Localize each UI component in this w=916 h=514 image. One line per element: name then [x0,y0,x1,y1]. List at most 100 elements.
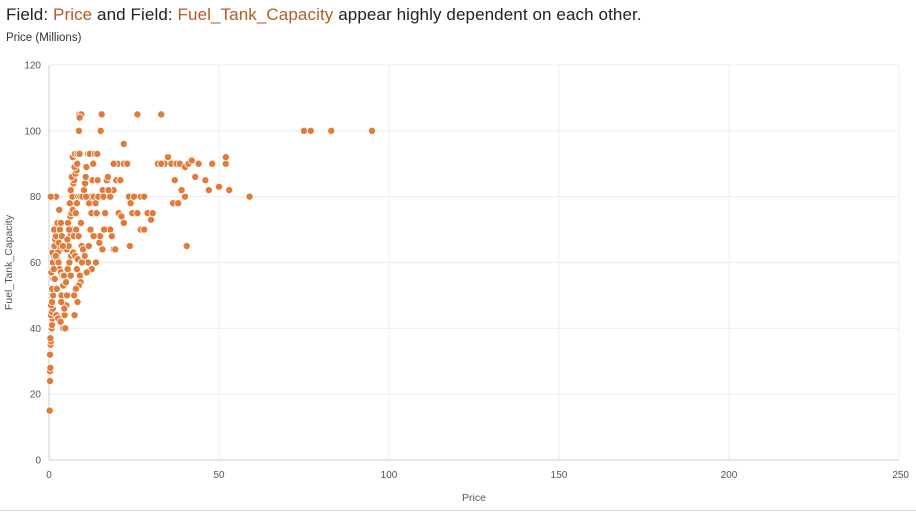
data-point[interactable] [367,126,376,135]
data-point[interactable] [221,159,230,168]
data-point[interactable] [93,176,102,185]
data-point[interactable] [191,172,200,181]
data-point[interactable] [111,245,120,254]
data-point[interactable] [65,225,74,234]
data-point[interactable] [82,163,91,172]
data-point[interactable] [116,176,125,185]
data-point[interactable] [92,209,101,218]
data-point[interactable] [91,258,100,267]
data-point[interactable] [97,110,106,119]
data-point[interactable] [225,186,234,195]
data-point[interactable] [73,297,82,306]
data-point[interactable] [82,268,91,277]
data-point[interactable] [65,258,74,267]
data-point[interactable] [75,271,84,280]
data-point[interactable] [55,205,64,214]
data-point[interactable] [182,242,191,251]
data-point[interactable] [46,376,55,385]
data-point[interactable] [72,225,81,234]
data-point[interactable] [60,304,69,313]
data-point[interactable] [72,265,81,274]
data-point[interactable] [177,186,186,195]
data-point[interactable] [95,238,104,247]
data-point[interactable] [84,242,93,251]
data-point[interactable] [103,172,112,181]
data-point[interactable] [63,265,72,274]
data-point[interactable] [125,242,134,251]
data-point[interactable] [214,182,223,191]
data-point[interactable] [123,159,132,168]
data-point[interactable] [46,363,55,372]
data-point[interactable] [327,126,336,135]
data-point[interactable] [49,291,58,300]
data-point[interactable] [72,199,81,208]
data-point[interactable] [221,153,230,162]
data-point[interactable] [75,149,84,158]
data-point[interactable] [48,321,57,330]
data-point[interactable] [81,172,90,181]
data-point[interactable] [140,225,149,234]
headline-field-fuel[interactable]: Fuel_Tank_Capacity [177,5,334,24]
data-point[interactable] [71,284,80,293]
data-point[interactable] [82,192,91,201]
data-point[interactable] [140,192,149,201]
data-point[interactable] [74,126,83,135]
data-point[interactable] [299,126,308,135]
data-point[interactable] [201,176,210,185]
data-point[interactable] [57,297,66,306]
data-point[interactable] [119,218,128,227]
data-point[interactable] [126,199,135,208]
data-point[interactable] [52,284,61,293]
data-point[interactable] [63,291,72,300]
data-point[interactable] [46,334,55,343]
data-point[interactable] [75,113,84,122]
data-point[interactable] [133,209,142,218]
data-point[interactable] [119,139,128,148]
data-point[interactable] [89,159,98,168]
data-point[interactable] [129,192,138,201]
headline-field-price[interactable]: Price [53,5,93,24]
data-point[interactable] [77,258,86,267]
data-point[interactable] [46,350,55,359]
data-point[interactable] [60,311,69,320]
data-point[interactable] [107,232,116,241]
data-point[interactable] [64,218,73,227]
data-point[interactable] [45,406,54,415]
data-point[interactable] [170,176,179,185]
data-point[interactable] [81,179,90,188]
data-point[interactable] [71,209,80,218]
data-point[interactable] [56,317,65,326]
data-point[interactable] [56,218,65,227]
data-point[interactable] [66,271,75,280]
data-point[interactable] [109,159,118,168]
data-point[interactable] [157,110,166,119]
data-point[interactable] [104,186,113,195]
data-point[interactable] [76,218,85,227]
data-point[interactable] [100,225,109,234]
data-point[interactable] [49,265,58,274]
data-point[interactable] [204,186,213,195]
data-point[interactable] [194,159,203,168]
data-point[interactable] [80,186,89,195]
data-point[interactable] [157,159,166,168]
data-point[interactable] [106,192,115,201]
data-point[interactable] [66,186,75,195]
data-point[interactable] [70,311,79,320]
data-point[interactable] [89,232,98,241]
data-point[interactable] [61,324,70,333]
data-point[interactable] [63,235,72,244]
data-point[interactable] [93,149,102,158]
data-point[interactable] [96,126,105,135]
data-point[interactable] [65,199,74,208]
data-point[interactable] [148,209,157,218]
data-point[interactable] [46,192,55,201]
data-point[interactable] [55,225,64,234]
data-point[interactable] [59,271,68,280]
data-point[interactable] [187,156,196,165]
data-point[interactable] [99,192,108,201]
data-point[interactable] [133,110,142,119]
data-point[interactable] [180,192,189,201]
data-point[interactable] [70,291,79,300]
data-point[interactable] [245,192,254,201]
data-point[interactable] [48,297,57,306]
